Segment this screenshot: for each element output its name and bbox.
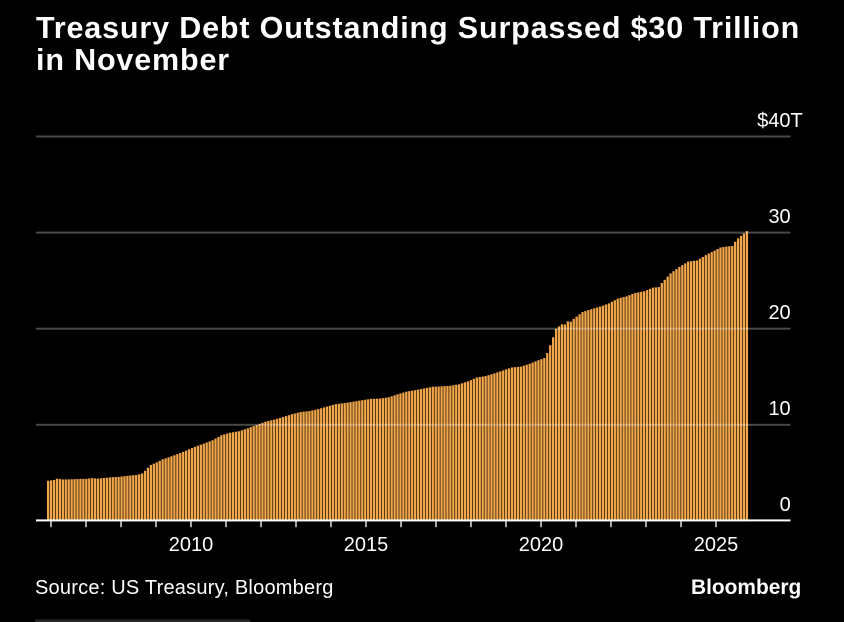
svg-text:10: 10 xyxy=(768,398,790,420)
svg-text:20: 20 xyxy=(768,302,790,324)
svg-text:2015: 2015 xyxy=(344,534,389,556)
svg-text:2010: 2010 xyxy=(169,534,214,556)
svg-text:0: 0 xyxy=(780,494,791,516)
svg-text:2025: 2025 xyxy=(694,534,739,556)
svg-text:30: 30 xyxy=(768,206,790,228)
svg-text:$40T: $40T xyxy=(757,110,803,132)
svg-text:2020: 2020 xyxy=(519,534,564,556)
